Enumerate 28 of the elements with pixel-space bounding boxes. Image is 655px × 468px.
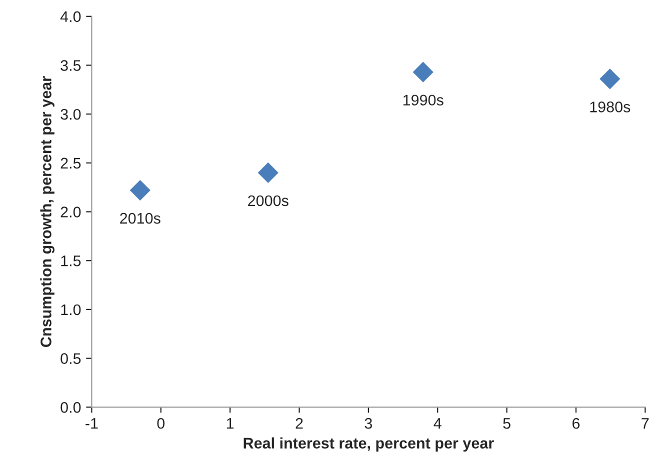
y-tick-label: 1.5 bbox=[61, 256, 81, 266]
x-tick-label: -1 bbox=[86, 418, 98, 429]
x-tick-label: 6 bbox=[572, 418, 580, 429]
point bbox=[412, 62, 434, 82]
y-tick-label: 3.0 bbox=[60, 108, 81, 120]
x-axis-title: Real interest rate, percent per year bbox=[244, 437, 494, 452]
y-tick-label: 0.0 bbox=[60, 402, 81, 413]
annotation: 1980s bbox=[590, 102, 630, 112]
point bbox=[600, 68, 620, 90]
annotation: 2000s bbox=[248, 195, 288, 206]
annotation: 2010s bbox=[120, 212, 160, 224]
annotation: 1990s bbox=[403, 94, 444, 106]
y-tick-label: 4.0 bbox=[60, 11, 81, 22]
x-tick-label: 7 bbox=[642, 418, 649, 429]
point bbox=[258, 162, 278, 183]
x-tick-label: 5 bbox=[503, 418, 510, 429]
y-tick-label: 2.5 bbox=[60, 158, 81, 169]
y-tick-label: 3.5 bbox=[60, 60, 81, 71]
point bbox=[130, 180, 150, 201]
x-tick-label: 2 bbox=[296, 418, 303, 429]
y-tick-label: 0.5 bbox=[60, 353, 81, 364]
y-tick-label: 1.0 bbox=[61, 304, 81, 316]
x-tick-label: 0 bbox=[157, 418, 165, 429]
y-tick-label: 2.0 bbox=[60, 206, 81, 218]
x-tick-label: 4 bbox=[434, 418, 442, 429]
x-tick-label: 3 bbox=[364, 418, 372, 429]
x-tick-label: 1 bbox=[226, 418, 234, 429]
y-axis-title: Cnsumption growth, percent per year bbox=[40, 76, 54, 347]
